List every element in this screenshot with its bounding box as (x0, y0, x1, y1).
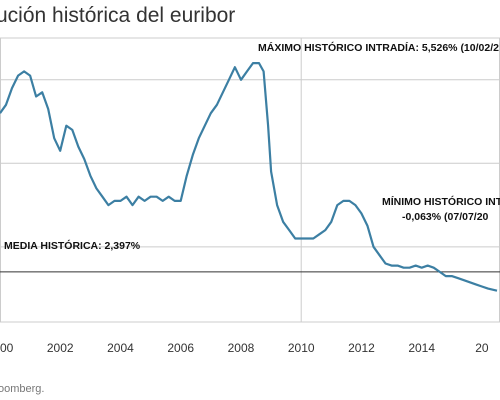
min-annotation: MÍNIMO HISTÓRICO INT (382, 195, 500, 208)
x-axis: 2000 2002 2004 2006 2008 2010 2012 2014 20 (0, 341, 489, 355)
x-tick-label: 20 (475, 341, 489, 355)
min-annotation-date: -0,063% (07/07/20 (402, 211, 489, 223)
max-annotation: MÁXIMO HISTÓRICO INTRADÍA: 5,526% (10/02… (258, 41, 499, 54)
x-tick-label: 2000 (0, 341, 14, 355)
average-annotation: MEDIA HISTÓRICA: 2,397% (4, 239, 141, 252)
euribor-series-line (0, 62, 498, 292)
x-tick-label: 2012 (348, 341, 375, 355)
x-tick-label: 2014 (408, 341, 435, 355)
x-tick-label: 2002 (47, 341, 74, 355)
x-tick-label: 2008 (228, 341, 255, 355)
x-tick-label: 2004 (107, 341, 134, 355)
chart-title: ución histórica del euribor (0, 4, 236, 27)
plot-frame (0, 37, 500, 323)
x-tick-label: 2006 (167, 341, 194, 355)
gridlines (0, 37, 500, 323)
source-note: oomberg. (0, 383, 45, 395)
x-tick-label: 2010 (288, 341, 315, 355)
